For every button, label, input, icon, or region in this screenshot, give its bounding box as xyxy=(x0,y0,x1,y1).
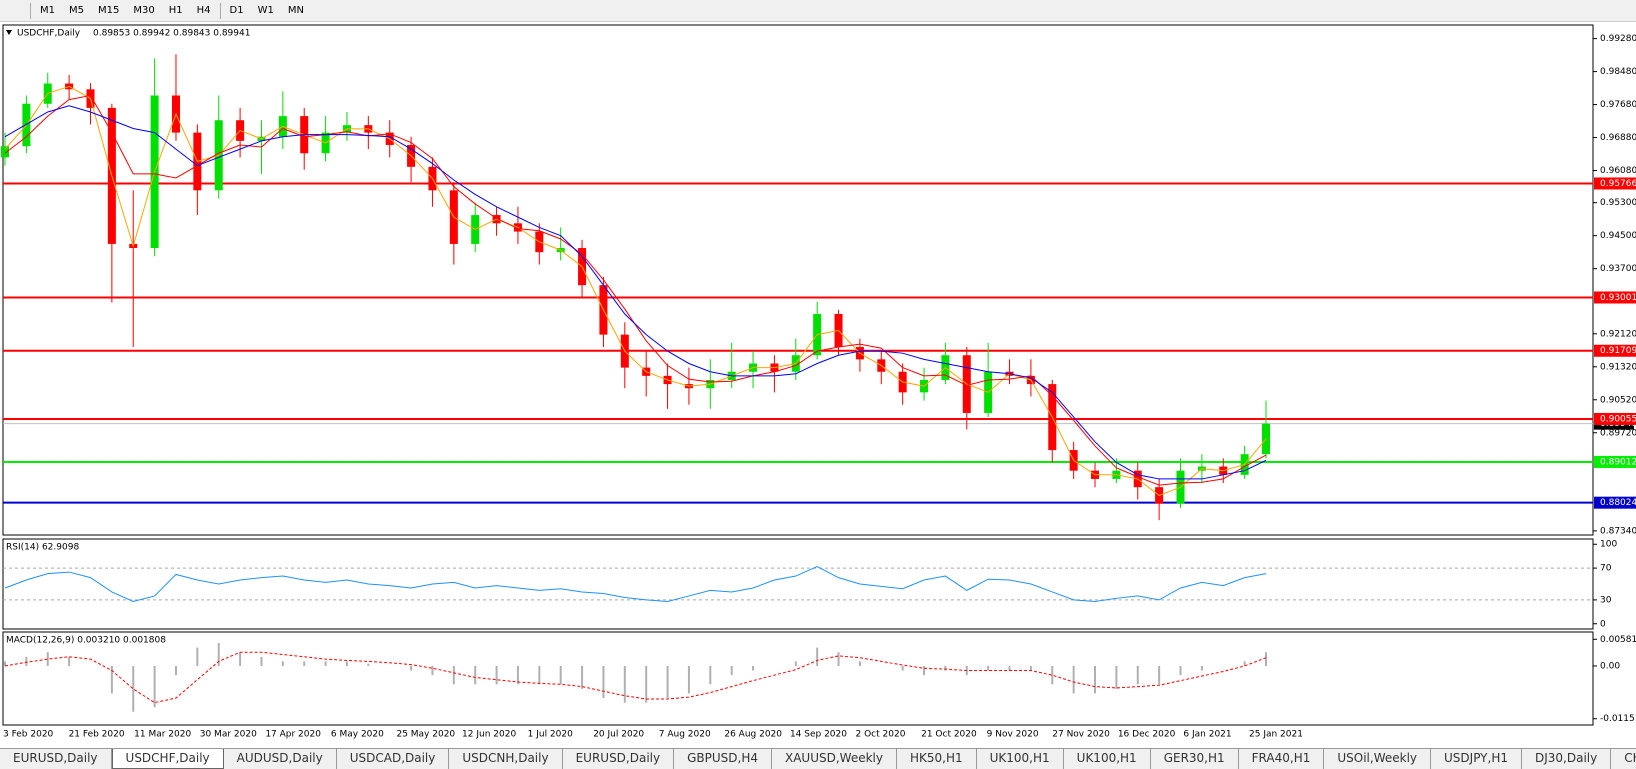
moving-average xyxy=(4,105,1267,480)
x-tick-label: 21 Oct 2020 xyxy=(921,730,977,740)
level-box xyxy=(1594,177,1636,190)
y-tick-label: 100 xyxy=(1600,540,1617,550)
timeframe-button[interactable]: H1 xyxy=(168,5,183,16)
x-tick-label: 3 Feb 2020 xyxy=(3,730,54,740)
timeframe-button[interactable]: MN xyxy=(287,5,304,16)
x-tick-label: 20 Jul 2020 xyxy=(593,730,644,740)
y-tick-label: 0.93700 xyxy=(1600,264,1636,274)
timeframe-button[interactable]: H4 xyxy=(196,5,211,16)
y-tick-label: 0.005818 xyxy=(1600,635,1636,645)
y-tick-label: 0.90520 xyxy=(1600,395,1636,405)
y-tick-label: 70 xyxy=(1600,564,1612,574)
chart-tab[interactable]: GER30,H1 xyxy=(1151,749,1239,769)
y-tick-label: 0.87340 xyxy=(1600,526,1636,536)
signal-line xyxy=(4,651,1267,704)
x-tick-label: 25 Jan 2021 xyxy=(1249,730,1303,740)
chart-tab[interactable]: EURUSD,Daily xyxy=(0,749,112,769)
level-label: 0.90055 xyxy=(1600,414,1636,424)
x-tick-label: 27 Nov 2020 xyxy=(1052,730,1110,740)
x-tick-label: 21 Feb 2020 xyxy=(69,730,125,740)
level-label: 0.91709 xyxy=(1600,346,1636,356)
chart-tab[interactable]: CHINA300,H1 xyxy=(1611,749,1636,769)
y-tick-label: 0.95300 xyxy=(1600,198,1636,208)
y-tick-label: 0.99280 xyxy=(1600,34,1636,44)
x-tick-label: 17 Apr 2020 xyxy=(265,730,321,740)
chart-tab[interactable]: HK50,H1 xyxy=(897,749,977,769)
timeframe-button[interactable]: M15 xyxy=(98,5,120,16)
x-tick-label: 11 Mar 2020 xyxy=(134,730,191,740)
level-label: 0.88024 xyxy=(1600,498,1636,508)
panel-title: MACD(12,26,9) 0.003210 0.001808 xyxy=(6,636,166,646)
level-box xyxy=(1594,291,1636,304)
chart-tab[interactable]: GBPUSD,H4 xyxy=(674,749,772,769)
level-label: 0.93001 xyxy=(1600,293,1636,303)
panel-title: RSI(14) 62.9098 xyxy=(6,543,79,553)
y-tick-label: 0 xyxy=(1600,619,1606,629)
chart-tab[interactable]: XAUUSD,Weekly xyxy=(772,749,897,769)
chart-tab[interactable]: UK100,H1 xyxy=(1064,749,1151,769)
menu-arrow xyxy=(6,30,12,35)
x-tick-label: 1 Jul 2020 xyxy=(528,730,573,740)
x-tick-label: 12 Jun 2020 xyxy=(462,730,516,740)
chart-tab[interactable]: AUDUSD,Daily xyxy=(224,749,337,769)
x-tick-label: 6 May 2020 xyxy=(331,730,384,740)
level-label: 0.95766 xyxy=(1600,179,1636,189)
chart: USDCHF,Daily 0.89853 0.89942 0.89843 0.89… xyxy=(1,24,1636,740)
y-tick-label: 0.97680 xyxy=(1600,100,1636,110)
chart-tab[interactable]: USDJPY,H1 xyxy=(1431,749,1522,769)
panel-frame xyxy=(2,24,1594,536)
y-tick-label: -0.011514 xyxy=(1600,714,1636,724)
chart-tab[interactable]: USDCNH,Daily xyxy=(449,749,563,769)
y-tick-label: 0.92120 xyxy=(1600,329,1636,339)
chart-tab[interactable]: USDCHF,Daily xyxy=(111,749,224,769)
moving-average xyxy=(4,85,1267,496)
chart-tab[interactable]: USDCAD,Daily xyxy=(337,749,450,769)
x-tick-label: 25 May 2020 xyxy=(396,730,455,740)
chart-tab[interactable]: UK100,H1 xyxy=(977,749,1064,769)
x-tick-label: 14 Sep 2020 xyxy=(790,730,847,740)
panel-frame xyxy=(2,631,1594,726)
chart-tabs: EURUSD,Daily USDCHF,Daily AUDUSD,Daily USDC… xyxy=(0,748,1636,769)
y-tick-label: 0.89720 xyxy=(1600,428,1636,438)
panel-frame xyxy=(2,538,1594,630)
quote: 0.89853 0.89942 0.89843 0.89941 xyxy=(93,29,250,39)
x-tick-label: 26 Aug 2020 xyxy=(724,730,782,740)
chart-tab[interactable]: FRA40,H1 xyxy=(1239,749,1325,769)
y-tick-label: 0.94500 xyxy=(1600,231,1636,241)
y-tick-label: 0.98480 xyxy=(1600,67,1636,77)
x-tick-label: 6 Jan 2021 xyxy=(1183,730,1231,740)
toolbar: M1 M5 M15 M30 H1 H4 D1 W1 MN xyxy=(0,0,1636,22)
x-tick-label: 7 Aug 2020 xyxy=(659,730,711,740)
level-box xyxy=(1594,344,1636,357)
y-tick-label: 30 xyxy=(1600,595,1612,605)
symbol-title: USDCHF,Daily xyxy=(17,29,81,39)
y-tick-label: 0.96080 xyxy=(1600,166,1636,176)
timeframe-button[interactable]: W1 xyxy=(257,5,274,16)
timeframe-button[interactable]: M30 xyxy=(133,5,155,16)
chart-tab[interactable]: DJ30,Daily xyxy=(1522,749,1612,769)
indicator-line xyxy=(4,565,1267,603)
level-box xyxy=(1594,455,1636,468)
chart-tab[interactable]: USOil,Weekly xyxy=(1324,749,1432,769)
level-label: 0.89012 xyxy=(1600,457,1636,467)
timeframe-button[interactable]: D1 xyxy=(229,5,244,16)
x-tick-label: 9 Nov 2020 xyxy=(987,730,1039,740)
candle-body xyxy=(1,146,9,158)
y-tick-label: 0.91320 xyxy=(1600,362,1636,372)
x-tick-label: 30 Mar 2020 xyxy=(200,730,257,740)
y-tick-label: 0.00 xyxy=(1600,661,1620,671)
y-tick-label: 0.96880 xyxy=(1600,133,1636,143)
level-box xyxy=(1594,496,1636,509)
x-tick-label: 16 Dec 2020 xyxy=(1118,730,1176,740)
chart-tab[interactable]: EURUSD,Daily xyxy=(563,749,675,769)
x-tick-label: 2 Oct 2020 xyxy=(856,730,906,740)
timeframe-button[interactable]: M5 xyxy=(69,5,84,16)
level-box xyxy=(1594,412,1636,425)
timeframe-button[interactable]: M1 xyxy=(40,5,55,16)
